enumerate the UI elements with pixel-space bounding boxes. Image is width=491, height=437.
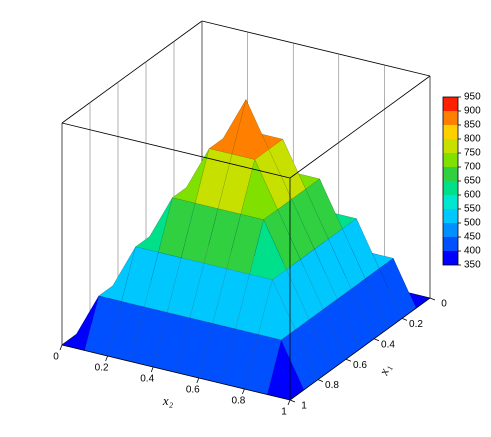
tick-mark <box>59 344 63 351</box>
tick-mark <box>242 388 245 395</box>
colorbar-label: 550 <box>464 204 481 215</box>
colorbar-label: 500 <box>464 218 481 229</box>
colorbar-band <box>443 181 458 195</box>
colorbar-label: 950 <box>464 92 481 103</box>
box-edge <box>61 344 291 401</box>
x2-tick-label: 0.8 <box>231 396 245 407</box>
x1-tick-label: 0.4 <box>381 339 395 350</box>
colorbar-band <box>443 125 458 139</box>
colorbar-band <box>443 97 458 111</box>
tick-mark <box>345 358 352 362</box>
tick-mark <box>401 318 408 321</box>
box-edge <box>201 20 431 77</box>
colorbar-label: 400 <box>464 246 481 257</box>
x2-tick-label: 0.6 <box>186 385 200 396</box>
tick-mark <box>317 379 324 382</box>
colorbar-label: 700 <box>464 162 481 173</box>
box-edge <box>61 20 203 124</box>
x1-tick-label: 0.8 <box>325 380 339 391</box>
tick-mark <box>287 399 291 406</box>
box-edge <box>289 297 431 401</box>
colorbar-label: 900 <box>464 106 481 117</box>
tick-mark <box>289 399 296 403</box>
x2-tick-label: 1 <box>281 407 287 418</box>
colorbar-label: 850 <box>464 120 481 131</box>
box-edge <box>289 75 431 179</box>
x1-tick-label: 0 <box>441 299 447 310</box>
x2-tick-label: 0.2 <box>95 363 109 374</box>
colorbar-band <box>443 237 458 251</box>
colorbar-label: 650 <box>464 176 481 187</box>
tick-mark <box>373 338 380 342</box>
colorbar-band <box>443 251 458 265</box>
x2-axis-label: x₂ <box>162 393 174 408</box>
colorbar-band <box>443 209 458 223</box>
colorbar-label: 750 <box>464 148 481 159</box>
colorbar-band <box>443 153 458 167</box>
tick-mark <box>150 366 154 373</box>
colorbar-band <box>443 167 458 181</box>
colorbar-label: 600 <box>464 190 481 201</box>
colorbar-label: 450 <box>464 232 481 243</box>
tick-mark <box>105 355 108 362</box>
colorbar-band <box>443 195 458 209</box>
colorbar-band <box>443 139 458 153</box>
x1-tick-label: 0.6 <box>353 360 367 371</box>
colorbar-label: 350 <box>464 260 481 271</box>
x2-tick-label: 0.4 <box>140 374 154 385</box>
tick-mark <box>196 377 200 384</box>
colorbar-band <box>443 111 458 125</box>
box-edge <box>61 122 291 179</box>
x2-tick-label: 0 <box>53 352 59 363</box>
colorbar-label: 800 <box>464 134 481 145</box>
x1-tick-label: 1 <box>301 401 307 412</box>
tick-mark <box>429 297 436 301</box>
colorbar-band <box>443 223 458 237</box>
x1-axis-label: x₁ <box>375 362 393 378</box>
x1-tick-label: 0.2 <box>409 319 423 330</box>
